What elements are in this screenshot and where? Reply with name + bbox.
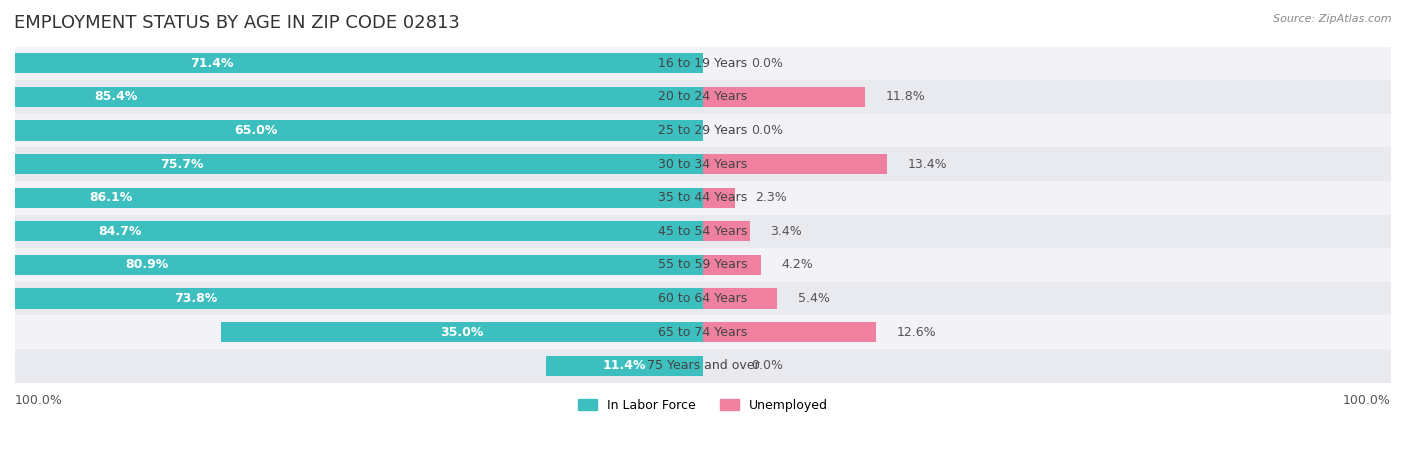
Bar: [15, 80, 1391, 114]
Text: 100.0%: 100.0%: [1343, 394, 1391, 407]
Bar: [15, 282, 1391, 315]
Text: 0.0%: 0.0%: [751, 124, 783, 137]
Bar: [546, 356, 703, 376]
Bar: [703, 221, 749, 241]
Bar: [15, 147, 1391, 181]
Text: 2.3%: 2.3%: [755, 191, 787, 204]
Text: 0.0%: 0.0%: [751, 359, 783, 372]
Bar: [15, 248, 1391, 282]
Text: 0.0%: 0.0%: [751, 57, 783, 70]
Bar: [0, 255, 703, 275]
Bar: [703, 289, 778, 308]
Text: 35.0%: 35.0%: [440, 326, 484, 339]
Text: 4.2%: 4.2%: [782, 258, 813, 272]
Bar: [15, 181, 1391, 215]
Bar: [703, 255, 761, 275]
Text: 84.7%: 84.7%: [98, 225, 142, 238]
Text: 11.4%: 11.4%: [603, 359, 647, 372]
Text: 71.4%: 71.4%: [190, 57, 233, 70]
Legend: In Labor Force, Unemployed: In Labor Force, Unemployed: [572, 394, 834, 417]
Text: 20 to 24 Years: 20 to 24 Years: [658, 91, 748, 103]
Text: 13.4%: 13.4%: [908, 158, 948, 170]
Bar: [15, 215, 1391, 248]
Bar: [0, 53, 703, 74]
Bar: [0, 120, 703, 141]
Text: 73.8%: 73.8%: [173, 292, 217, 305]
Bar: [15, 114, 1391, 147]
Text: 65.0%: 65.0%: [235, 124, 277, 137]
Bar: [703, 322, 876, 342]
Text: 5.4%: 5.4%: [799, 292, 830, 305]
Text: 3.4%: 3.4%: [770, 225, 803, 238]
Bar: [15, 349, 1391, 382]
Bar: [0, 87, 703, 107]
Text: 45 to 54 Years: 45 to 54 Years: [658, 225, 748, 238]
Text: 12.6%: 12.6%: [897, 326, 936, 339]
Bar: [703, 87, 865, 107]
Text: 100.0%: 100.0%: [15, 394, 63, 407]
Bar: [0, 289, 703, 308]
Text: 75.7%: 75.7%: [160, 158, 204, 170]
Text: 55 to 59 Years: 55 to 59 Years: [658, 258, 748, 272]
Text: 65 to 74 Years: 65 to 74 Years: [658, 326, 748, 339]
Bar: [221, 322, 703, 342]
Bar: [0, 221, 703, 241]
Text: EMPLOYMENT STATUS BY AGE IN ZIP CODE 02813: EMPLOYMENT STATUS BY AGE IN ZIP CODE 028…: [14, 14, 460, 32]
Text: 16 to 19 Years: 16 to 19 Years: [658, 57, 748, 70]
Bar: [703, 154, 887, 174]
Text: 86.1%: 86.1%: [89, 191, 132, 204]
Text: Source: ZipAtlas.com: Source: ZipAtlas.com: [1274, 14, 1392, 23]
Bar: [0, 188, 703, 208]
Text: 35 to 44 Years: 35 to 44 Years: [658, 191, 748, 204]
Text: 25 to 29 Years: 25 to 29 Years: [658, 124, 748, 137]
Text: 85.4%: 85.4%: [94, 91, 138, 103]
Bar: [15, 315, 1391, 349]
Text: 60 to 64 Years: 60 to 64 Years: [658, 292, 748, 305]
Bar: [703, 188, 735, 208]
Text: 80.9%: 80.9%: [125, 258, 169, 272]
Text: 11.8%: 11.8%: [886, 91, 925, 103]
Text: 75 Years and over: 75 Years and over: [647, 359, 759, 372]
Bar: [15, 46, 1391, 80]
Bar: [0, 154, 703, 174]
Text: 30 to 34 Years: 30 to 34 Years: [658, 158, 748, 170]
